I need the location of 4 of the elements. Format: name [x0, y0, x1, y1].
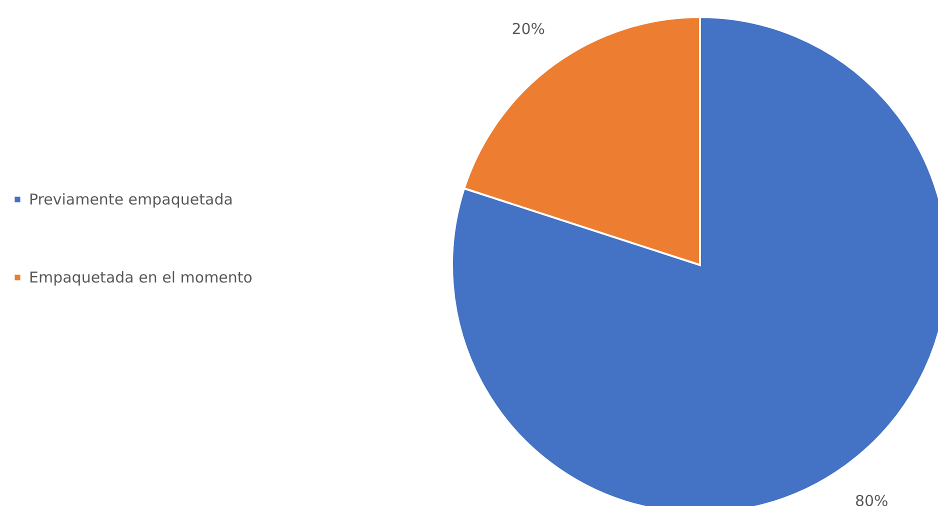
legend-label: Previamente empaquetada [29, 190, 233, 208]
legend-label: Empaquetada en el momento [29, 268, 252, 286]
data-label: 80% [854, 492, 888, 506]
data-label: 20% [512, 20, 546, 38]
